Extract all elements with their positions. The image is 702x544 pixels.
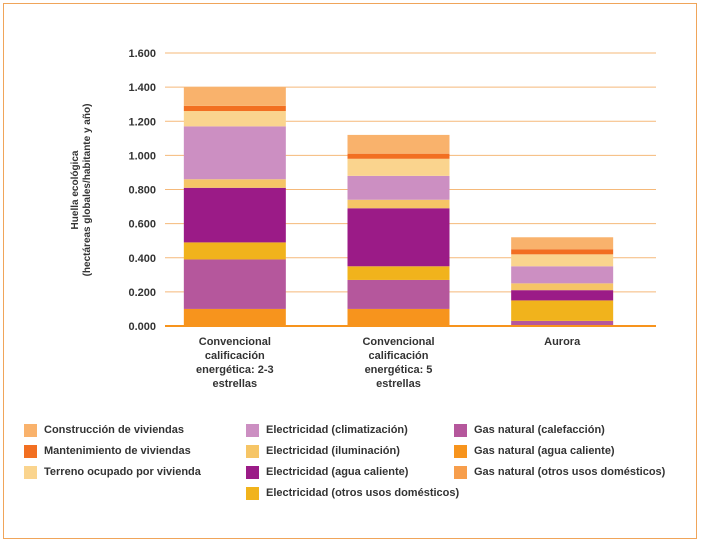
bar-segment: [511, 290, 614, 301]
y-tick-label: 0.000: [128, 321, 156, 333]
bar-segment: [183, 308, 286, 326]
stacked-bar-chart: 0.000 0.200 0.400 0.600 0.800 1.000 1.200 1.400…: [70, 48, 656, 390]
bar-segment: [511, 300, 614, 321]
legend-item: Gas natural (agua caliente): [454, 443, 615, 459]
bar-segment: [511, 266, 614, 284]
legend-item: Terreno ocupado por vivienda: [24, 464, 201, 480]
y-tick-label: 0.600: [128, 219, 156, 231]
bar-segment: [347, 153, 450, 159]
bar-segment: [183, 179, 286, 188]
legend-swatch: [454, 423, 467, 437]
legend-swatch: [24, 444, 37, 458]
bar-segment: [347, 308, 450, 326]
legend-label: Terreno ocupado por vivienda: [44, 466, 201, 478]
legend-swatch: [454, 444, 467, 458]
bar-segment: [183, 105, 286, 112]
bar-segment: [183, 111, 286, 127]
legend-swatch: [246, 444, 259, 458]
legend-item: Electricidad (iluminación): [246, 443, 400, 459]
legend-label: Gas natural (otros usos domésticos): [474, 466, 666, 478]
bar-segment: [511, 254, 614, 267]
legend-item: Electricidad (climatización): [246, 422, 408, 438]
bar-segment: [347, 266, 450, 280]
x-category-label: Convencional calificación energética: 5 est…: [362, 336, 434, 390]
legend-swatch: [24, 423, 37, 437]
legend-item: Gas natural (otros usos domésticos): [454, 464, 665, 480]
legend-item: Electricidad (otros usos domésticos): [246, 485, 459, 501]
x-category-label: Aurora: [544, 336, 581, 348]
bar-segment: [347, 134, 450, 154]
y-tick-label: 1.000: [128, 150, 156, 162]
legend-label: Gas natural (agua caliente): [474, 445, 615, 457]
legend-label: Electricidad (otros usos domésticos): [266, 487, 460, 499]
bar-segment: [347, 208, 450, 267]
chart-legend: Construcción de viviendas Mantenimiento d…: [24, 422, 700, 522]
legend-swatch: [246, 486, 259, 500]
bar-segment: [347, 175, 450, 200]
y-tick-label: 1.600: [128, 48, 156, 60]
legend-swatch: [246, 423, 259, 437]
y-tick-label: 1.200: [128, 116, 156, 128]
bar-segment: [183, 87, 286, 106]
y-axis-label: Huella ecológica(hectáreas globales/habi…: [70, 104, 93, 277]
legend-label: Electricidad (climatización): [266, 424, 408, 436]
bar-segment: [347, 279, 450, 309]
y-tick-label: 0.200: [128, 287, 156, 299]
bar-segment: [347, 158, 450, 176]
chart-frame: [3, 3, 697, 539]
y-tick-label: 0.800: [128, 185, 156, 197]
bar-segment: [183, 126, 286, 180]
y-tick-label: 0.400: [128, 253, 156, 265]
bar-segment: [511, 249, 614, 255]
legend-label: Electricidad (agua caliente): [266, 466, 409, 478]
bar-segment: [183, 259, 286, 309]
legend-swatch: [24, 465, 37, 479]
legend-label: Mantenimiento de viviendas: [44, 445, 191, 457]
bar-segment: [511, 283, 614, 291]
legend-swatch: [246, 465, 259, 479]
legend-swatch: [454, 465, 467, 479]
bar-segment: [347, 199, 450, 209]
legend-item: Mantenimiento de viviendas: [24, 443, 191, 459]
bar-segment: [183, 187, 286, 243]
legend-item: Gas natural (calefacción): [454, 422, 605, 438]
legend-label: Electricidad (iluminación): [266, 445, 400, 457]
legend-label: Construcción de viviendas: [44, 424, 184, 436]
y-tick-label: 1.400: [128, 82, 156, 94]
bar-segment: [511, 237, 614, 250]
bar-segment: [511, 320, 614, 326]
x-category-label: Convencional calificación energética: 2-3 e…: [196, 336, 274, 390]
bar-segment: [183, 242, 286, 260]
legend-item: Construcción de viviendas: [24, 422, 184, 438]
legend-item: Electricidad (agua caliente): [246, 464, 408, 480]
legend-label: Gas natural (calefacción): [474, 424, 605, 436]
